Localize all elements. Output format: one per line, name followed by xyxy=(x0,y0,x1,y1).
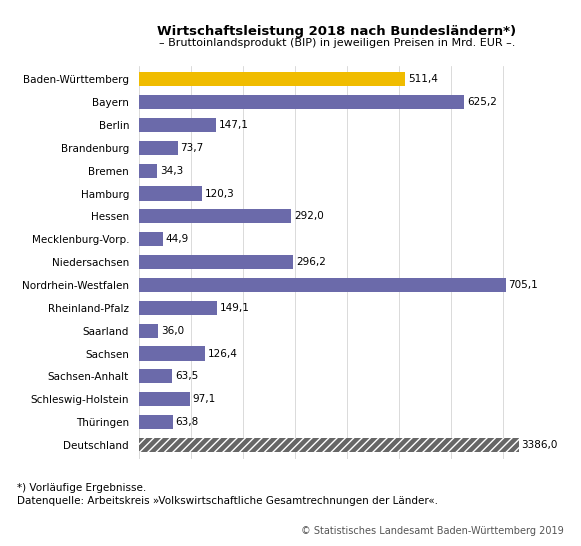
Bar xyxy=(139,324,158,338)
Text: 705,1: 705,1 xyxy=(508,280,539,290)
Text: 511,4: 511,4 xyxy=(408,74,437,84)
Bar xyxy=(139,232,163,246)
Text: Wirtschaftsleistung 2018 nach Bundesländern*): Wirtschaftsleistung 2018 nach Bundesländ… xyxy=(157,25,517,38)
Text: 73,7: 73,7 xyxy=(180,143,203,153)
Text: 63,8: 63,8 xyxy=(175,417,199,427)
Bar xyxy=(139,301,217,315)
Text: 34,3: 34,3 xyxy=(160,165,183,176)
Text: 292,0: 292,0 xyxy=(294,211,324,221)
Text: 63,5: 63,5 xyxy=(175,371,198,381)
Text: 44,9: 44,9 xyxy=(166,234,189,244)
Bar xyxy=(139,209,291,223)
Bar xyxy=(139,186,202,200)
Text: – Bruttoinlandsprodukt (BIP) in jeweiligen Preisen in Mrd. EUR –.: – Bruttoinlandsprodukt (BIP) in jeweilig… xyxy=(159,38,515,48)
Text: Datenquelle: Arbeitskreis »Volkswirtschaftliche Gesamtrechnungen der Länder«.: Datenquelle: Arbeitskreis »Volkswirtscha… xyxy=(17,496,439,506)
Text: 625,2: 625,2 xyxy=(467,97,497,107)
Text: 149,1: 149,1 xyxy=(220,303,249,313)
Bar xyxy=(139,118,216,132)
Text: 296,2: 296,2 xyxy=(296,257,326,267)
Bar xyxy=(139,164,157,178)
Bar xyxy=(139,278,506,292)
Bar xyxy=(139,95,464,109)
Text: 120,3: 120,3 xyxy=(205,188,234,199)
Text: © Statistisches Landesamt Baden-Württemberg 2019: © Statistisches Landesamt Baden-Württemb… xyxy=(301,526,564,536)
Bar xyxy=(139,346,205,360)
Bar xyxy=(139,369,173,383)
Bar xyxy=(139,255,293,269)
Bar xyxy=(139,415,173,429)
Text: *) Vorläufige Ergebnisse.: *) Vorläufige Ergebnisse. xyxy=(17,483,146,493)
Bar xyxy=(139,141,178,155)
Text: 36,0: 36,0 xyxy=(161,325,184,336)
Bar xyxy=(139,438,519,452)
Bar xyxy=(139,72,406,86)
Text: 126,4: 126,4 xyxy=(208,348,238,359)
Bar xyxy=(139,392,190,406)
Text: 3386,0: 3386,0 xyxy=(522,440,558,450)
Text: 97,1: 97,1 xyxy=(192,394,216,404)
Bar xyxy=(139,438,519,452)
Text: 147,1: 147,1 xyxy=(218,120,249,130)
